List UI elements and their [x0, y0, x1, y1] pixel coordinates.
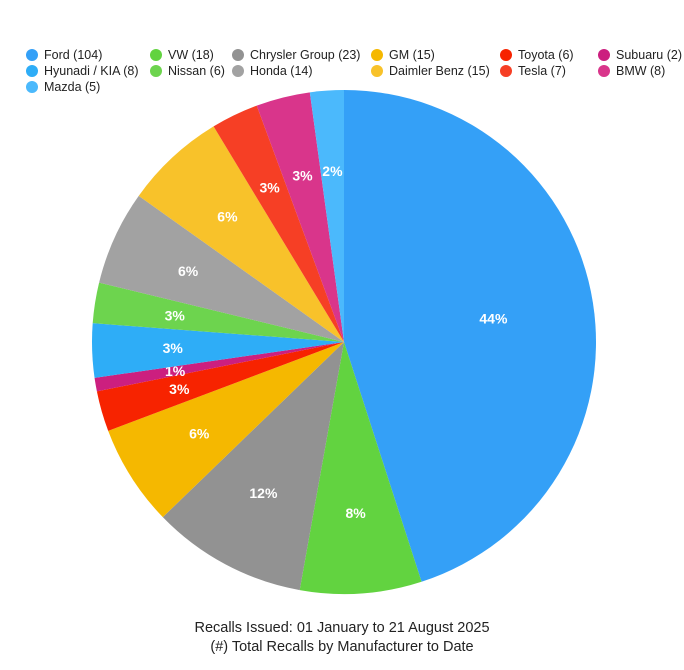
legend-item: Subuaru (2)	[598, 48, 682, 62]
pie-slice	[309, 90, 344, 342]
legend-label: Chrysler Group (23)	[250, 48, 361, 62]
slice-label: 6%	[178, 263, 199, 279]
pie-slice	[91, 323, 344, 378]
legend-item: Hyunadi / KIA (8)	[26, 64, 139, 78]
slice-label: 3%	[292, 168, 313, 184]
legend-swatch	[500, 65, 512, 77]
slice-label: 8%	[345, 505, 366, 521]
legend-item: Mazda (5)	[26, 80, 100, 94]
pie-slice	[94, 342, 344, 392]
pie-slice	[213, 105, 344, 342]
legend-item: Chrysler Group (23)	[232, 48, 360, 62]
legend-item: Nissan (6)	[150, 64, 225, 78]
legend-label: Mazda (5)	[44, 80, 101, 94]
legend-item: Tesla (7)	[500, 64, 566, 78]
legend-swatch	[150, 49, 162, 61]
slice-label: 6%	[189, 426, 210, 442]
legend-swatch	[371, 65, 383, 77]
slice-label: 1%	[165, 363, 186, 379]
slice-label: 3%	[259, 180, 280, 196]
slice-label: 3%	[165, 307, 186, 323]
pie-slice	[99, 195, 344, 342]
caption-line-2: (#) Total Recalls by Manufacturer to Dat…	[210, 639, 474, 655]
legend-label: Honda (14)	[250, 64, 313, 78]
legend-label: BMW (8)	[616, 64, 666, 78]
legend-item: GM (15)	[371, 48, 435, 62]
chart-legend: Ford (104) Hyunadi / KIA (8) Mazda (5) VW (…	[26, 48, 682, 98]
legend-label: Hyunadi / KIA (8)	[44, 64, 139, 78]
slice-label: 2%	[322, 163, 343, 179]
legend-swatch	[500, 49, 512, 61]
legend-item: BMW (8)	[598, 64, 665, 78]
legend-item: Daimler Benz (15)	[371, 64, 490, 78]
legend-swatch	[26, 65, 38, 77]
legend-label: GM (15)	[389, 48, 435, 62]
legend-swatch	[598, 65, 610, 77]
legend-swatch	[232, 49, 244, 61]
pie-slice	[108, 342, 344, 518]
slice-label: 3%	[163, 340, 184, 356]
pie-slice	[92, 282, 344, 342]
legend-item: Ford (104)	[26, 48, 102, 62]
caption-line-1: Recalls Issued: 01 January to 21 August …	[194, 620, 490, 636]
legend-label: VW (18)	[168, 48, 214, 62]
pie-slice	[299, 342, 422, 594]
pie-slice	[256, 92, 344, 342]
legend-label: Daimler Benz (15)	[389, 64, 490, 78]
legend-label: Toyota (6)	[518, 48, 574, 62]
legend-item: Toyota (6)	[500, 48, 574, 62]
pie-slice	[162, 342, 344, 591]
legend-item: VW (18)	[150, 48, 214, 62]
legend-label: Ford (104)	[44, 48, 103, 62]
pie-slice	[96, 342, 344, 431]
legend-item: Honda (14)	[232, 64, 313, 78]
pie-slice	[138, 126, 344, 342]
legend-label: Subuaru (2)	[616, 48, 683, 62]
legend-swatch	[26, 81, 38, 93]
legend-swatch	[150, 65, 162, 77]
legend-swatch	[232, 65, 244, 77]
pie-slice	[344, 90, 596, 582]
slice-label: 6%	[217, 208, 238, 224]
legend-label: Tesla (7)	[518, 64, 566, 78]
slice-label: 44%	[479, 310, 508, 326]
legend-swatch	[26, 49, 38, 61]
legend-swatch	[371, 49, 383, 61]
chart-caption: Recalls Issued: 01 January to 21 August …	[0, 619, 684, 657]
slice-label: 12%	[249, 485, 278, 501]
legend-label: Nissan (6)	[168, 64, 225, 78]
legend-swatch	[598, 49, 610, 61]
slice-label: 3%	[169, 381, 190, 397]
